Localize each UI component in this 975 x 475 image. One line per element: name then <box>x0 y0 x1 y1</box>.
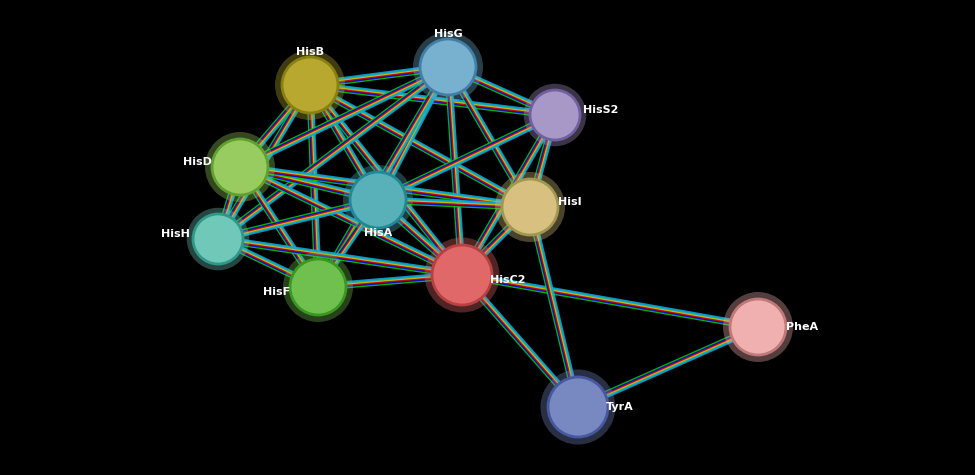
Circle shape <box>212 139 268 195</box>
Circle shape <box>343 165 413 235</box>
Text: HisF: HisF <box>263 287 290 297</box>
Circle shape <box>723 292 793 362</box>
Circle shape <box>495 172 565 242</box>
Text: HisH: HisH <box>161 229 190 239</box>
Circle shape <box>283 252 353 322</box>
Text: HisI: HisI <box>558 197 582 207</box>
Circle shape <box>540 370 615 445</box>
Circle shape <box>413 32 483 102</box>
Text: HisC2: HisC2 <box>490 275 526 285</box>
Circle shape <box>205 132 275 202</box>
Text: HisD: HisD <box>183 157 212 167</box>
Circle shape <box>432 245 492 305</box>
Circle shape <box>424 238 499 313</box>
Circle shape <box>275 50 345 120</box>
Circle shape <box>290 259 346 315</box>
Text: HisS2: HisS2 <box>583 105 618 115</box>
Circle shape <box>282 57 338 113</box>
Circle shape <box>530 90 580 140</box>
Circle shape <box>548 377 608 437</box>
Text: HisG: HisG <box>434 29 462 39</box>
Text: TyrA: TyrA <box>606 402 634 412</box>
Circle shape <box>730 299 786 355</box>
Text: HisB: HisB <box>296 47 324 57</box>
Text: PheA: PheA <box>786 322 818 332</box>
Circle shape <box>420 39 476 95</box>
Circle shape <box>502 179 558 235</box>
Circle shape <box>193 214 243 264</box>
Circle shape <box>187 208 250 270</box>
Circle shape <box>350 172 406 228</box>
Circle shape <box>524 84 586 146</box>
Text: HisA: HisA <box>364 228 392 238</box>
